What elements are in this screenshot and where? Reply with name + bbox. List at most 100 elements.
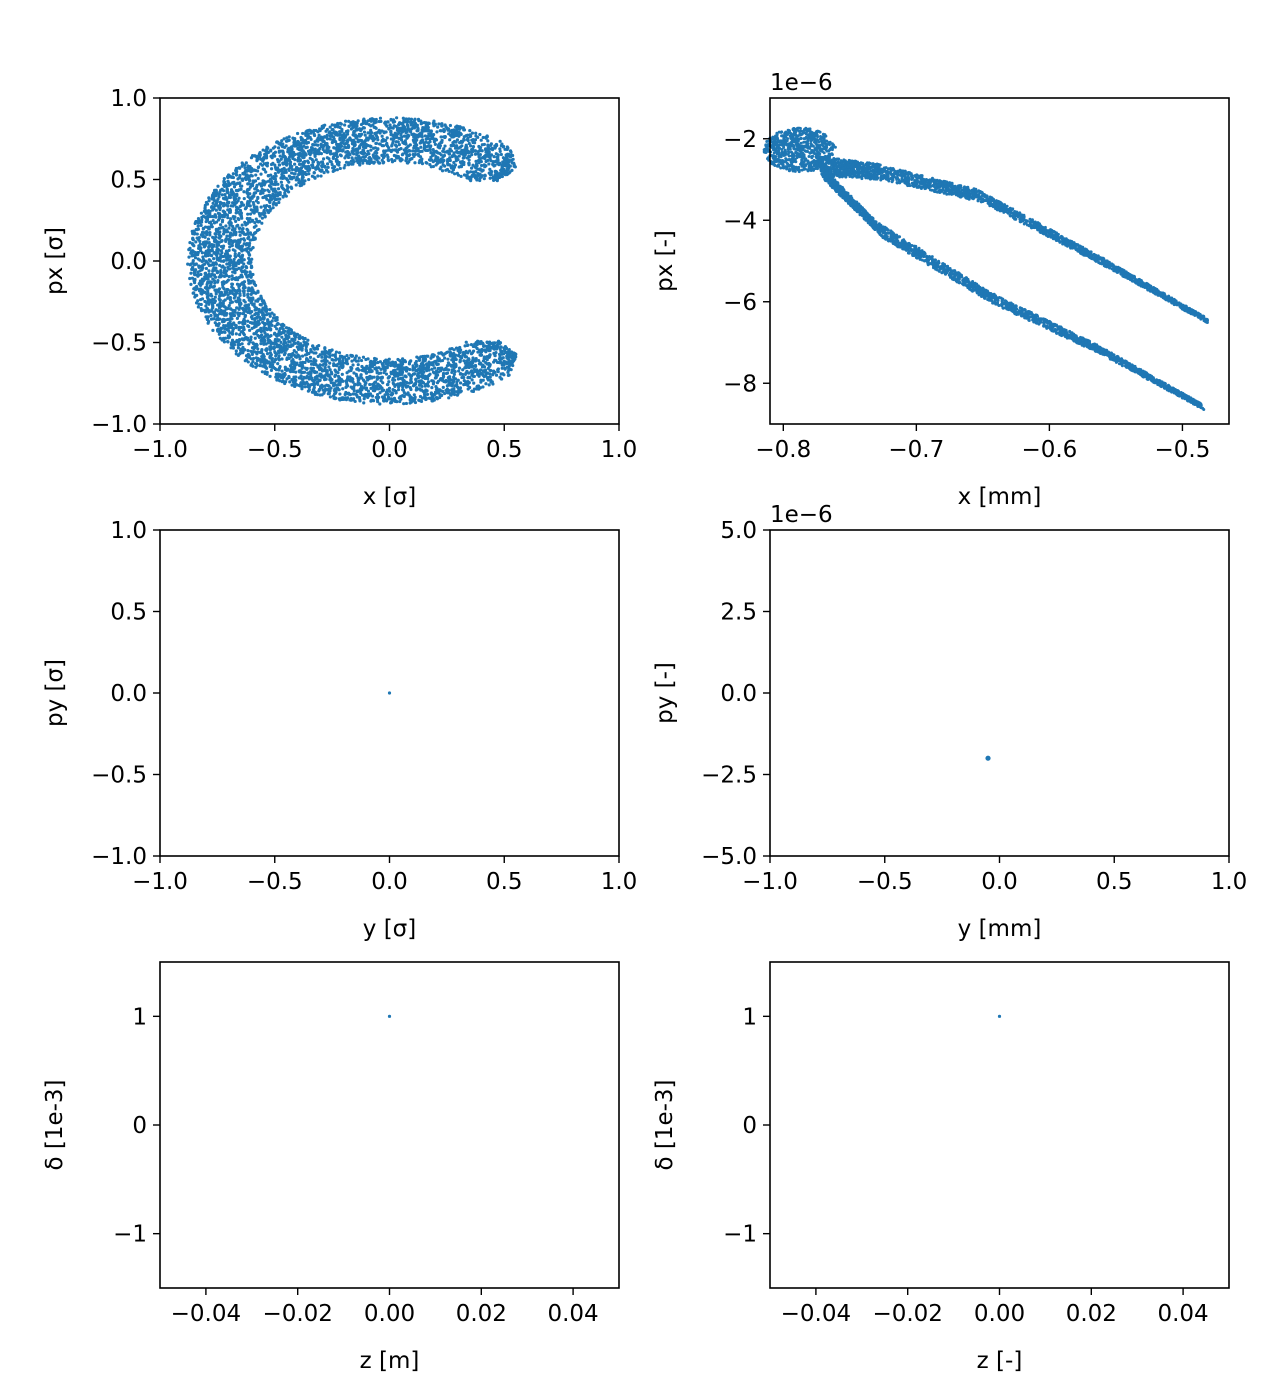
data-point bbox=[309, 137, 313, 141]
data-point bbox=[236, 297, 240, 301]
data-point bbox=[238, 326, 242, 330]
data-point bbox=[420, 384, 424, 389]
data-point bbox=[408, 143, 412, 147]
data-point bbox=[405, 156, 409, 161]
data-point bbox=[323, 365, 327, 370]
data-point bbox=[366, 395, 370, 399]
data-point bbox=[385, 141, 389, 146]
data-point bbox=[319, 152, 323, 156]
data-point bbox=[197, 302, 201, 306]
data-point bbox=[456, 378, 460, 382]
data-point bbox=[218, 255, 222, 259]
data-point bbox=[461, 149, 465, 153]
data-point bbox=[219, 188, 223, 192]
data-point bbox=[375, 387, 379, 391]
data-point bbox=[213, 275, 218, 279]
data-point bbox=[268, 347, 272, 351]
data-point bbox=[215, 328, 220, 332]
data-point bbox=[452, 392, 457, 397]
data-point bbox=[279, 340, 283, 344]
data-point bbox=[405, 130, 409, 134]
data-point bbox=[389, 133, 393, 137]
data-point bbox=[489, 368, 493, 373]
data-point bbox=[337, 160, 341, 165]
data-point bbox=[393, 374, 397, 378]
data-point bbox=[205, 282, 209, 286]
data-point bbox=[318, 168, 323, 172]
data-point bbox=[449, 143, 453, 148]
data-point bbox=[236, 346, 241, 350]
data-point bbox=[396, 387, 401, 392]
data-point bbox=[223, 197, 227, 201]
data-point bbox=[352, 144, 356, 148]
data-point bbox=[323, 347, 327, 351]
data-point bbox=[439, 351, 443, 355]
data-point bbox=[306, 351, 311, 356]
data-point bbox=[225, 307, 229, 311]
data-point bbox=[227, 304, 231, 308]
data-point bbox=[405, 153, 409, 158]
data-point bbox=[248, 204, 252, 208]
data-point bbox=[464, 380, 469, 384]
data-point bbox=[239, 187, 243, 191]
data-point bbox=[369, 128, 373, 132]
data-point bbox=[380, 387, 384, 391]
data-point bbox=[290, 186, 294, 190]
data-point bbox=[251, 359, 255, 364]
data-point bbox=[242, 308, 246, 312]
data-point bbox=[244, 161, 248, 165]
data-point bbox=[378, 116, 383, 120]
data-point bbox=[193, 293, 197, 297]
data-point bbox=[259, 205, 263, 209]
data-point bbox=[248, 328, 252, 332]
data-point bbox=[245, 173, 249, 177]
data-point bbox=[384, 130, 388, 134]
data-point bbox=[196, 270, 200, 274]
data-point bbox=[375, 371, 379, 375]
data-point bbox=[394, 124, 398, 128]
data-point bbox=[442, 158, 446, 163]
data-point bbox=[408, 373, 412, 377]
data-point bbox=[328, 368, 332, 372]
data-point bbox=[327, 365, 331, 369]
data-point bbox=[467, 141, 471, 146]
data-point bbox=[370, 117, 374, 121]
data-point bbox=[227, 255, 231, 259]
data-point bbox=[442, 147, 446, 151]
data-point bbox=[336, 362, 340, 366]
data-point bbox=[228, 295, 232, 300]
data-point bbox=[234, 349, 238, 353]
data-point bbox=[237, 251, 241, 256]
data-point bbox=[422, 391, 426, 395]
data-point bbox=[252, 303, 256, 307]
data-point bbox=[479, 350, 484, 354]
data-point bbox=[285, 178, 290, 182]
data-point bbox=[386, 376, 391, 380]
data-point bbox=[413, 117, 417, 121]
data-point bbox=[271, 316, 276, 320]
data-point bbox=[207, 225, 211, 229]
data-point bbox=[237, 217, 241, 222]
data-point bbox=[468, 385, 472, 390]
data-point bbox=[280, 185, 284, 189]
data-point bbox=[323, 384, 327, 388]
data-point bbox=[511, 358, 515, 363]
data-point bbox=[212, 268, 217, 272]
data-point bbox=[193, 270, 197, 274]
data-point bbox=[203, 275, 207, 279]
data-point bbox=[250, 218, 255, 222]
data-point bbox=[261, 311, 265, 315]
data-point bbox=[204, 310, 208, 314]
data-point bbox=[302, 144, 306, 148]
data-point bbox=[217, 215, 222, 219]
data-point bbox=[288, 165, 292, 170]
data-point bbox=[361, 152, 366, 156]
data-point bbox=[481, 135, 485, 140]
data-point bbox=[470, 389, 474, 393]
data-point bbox=[299, 342, 303, 346]
data-point bbox=[280, 335, 284, 339]
data-point bbox=[391, 364, 396, 368]
data-point bbox=[334, 379, 338, 383]
